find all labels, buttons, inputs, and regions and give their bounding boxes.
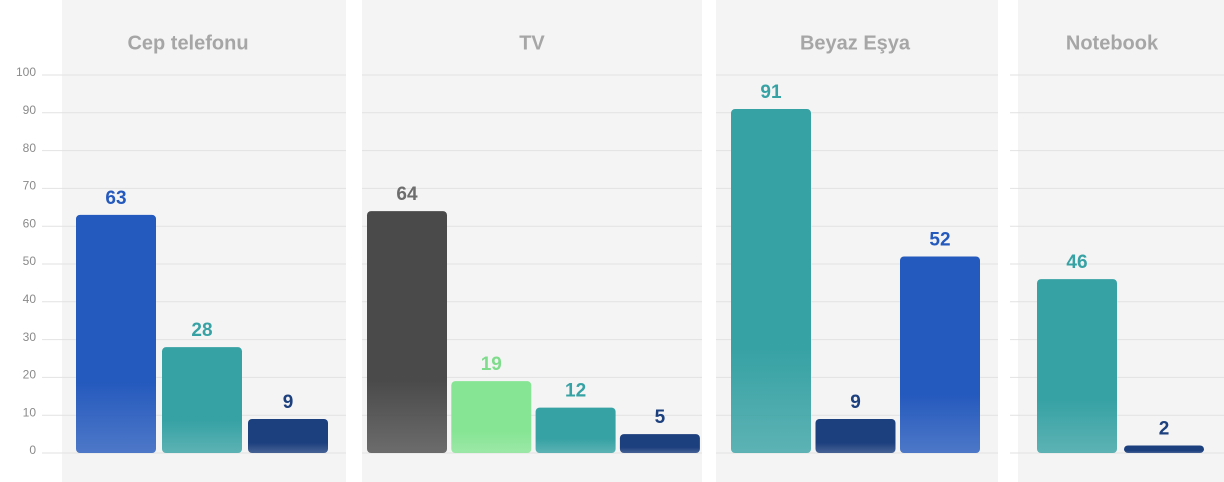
- bar: [1124, 445, 1204, 453]
- panel-title: Cep telefonu: [127, 32, 248, 54]
- value-label: 5: [655, 407, 666, 428]
- bar: [162, 347, 242, 453]
- value-label: 46: [1066, 252, 1087, 273]
- bar: [451, 381, 532, 453]
- y-tick-label: 30: [23, 330, 37, 344]
- y-tick-label: 0: [29, 443, 36, 457]
- bar: [900, 256, 980, 453]
- value-label: 64: [396, 184, 418, 205]
- value-label: 2: [1159, 418, 1170, 439]
- y-tick-label: 60: [23, 216, 37, 230]
- bar: [1037, 279, 1117, 453]
- y-tick-label: 50: [23, 254, 37, 268]
- bar: [731, 109, 811, 454]
- y-tick-label: 20: [23, 368, 37, 382]
- bar: [248, 418, 328, 453]
- value-label: 63: [105, 188, 126, 209]
- y-tick-label: 80: [23, 141, 37, 155]
- value-label: 28: [191, 320, 212, 341]
- y-tick-label: 90: [23, 103, 37, 117]
- y-tick-label: 10: [23, 405, 37, 419]
- bar: [535, 407, 616, 453]
- value-label: 91: [760, 82, 782, 103]
- bar: [76, 214, 156, 453]
- value-label: 52: [929, 229, 950, 250]
- value-label: 9: [850, 392, 861, 413]
- panel-title: TV: [519, 32, 545, 54]
- value-label: 12: [565, 381, 586, 402]
- panel-title: Beyaz Eşya: [800, 32, 911, 54]
- panel-title: Notebook: [1066, 32, 1159, 54]
- y-tick-label: 100: [16, 65, 36, 79]
- bar: [367, 211, 447, 453]
- value-label: 19: [481, 354, 502, 375]
- bar: [619, 434, 700, 453]
- bar: [815, 418, 896, 453]
- value-label: 9: [283, 392, 294, 413]
- y-tick-label: 70: [23, 179, 37, 193]
- y-tick-label: 40: [23, 292, 37, 306]
